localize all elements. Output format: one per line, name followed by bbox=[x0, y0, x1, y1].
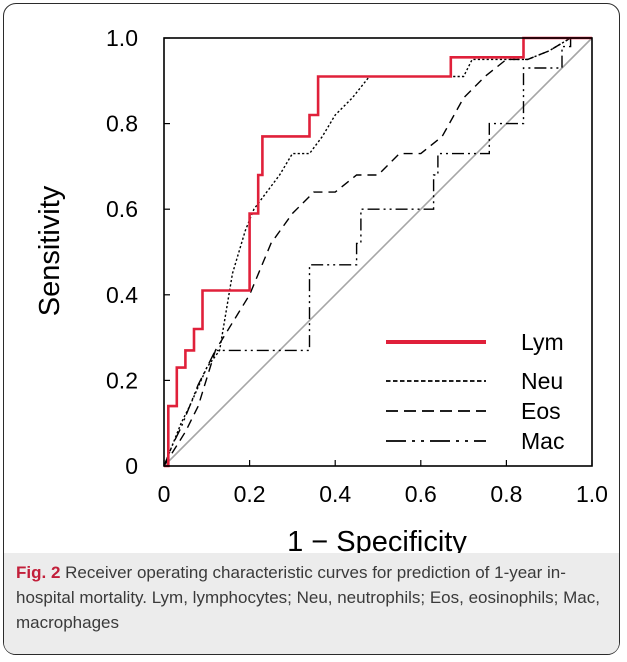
y-tick-label: 0.4 bbox=[106, 282, 138, 308]
roc-chart: 0 0.2 0.4 0.6 0.8 1.0 0 0.2 0.4 0.6 0.8 1.0 1 − Spe… bbox=[34, 25, 608, 553]
legend: Lym Neu Eos Mac bbox=[386, 329, 564, 454]
caption-text: Receiver operating characteristic curves… bbox=[16, 563, 600, 632]
figure-caption: Fig. 2 Receiver operating characteristic… bbox=[16, 560, 612, 635]
legend-label-lym: Lym bbox=[521, 329, 564, 355]
axes-layer bbox=[163, 37, 593, 467]
series-line-lym bbox=[164, 36, 592, 468]
x-tick-label: 0 bbox=[158, 481, 171, 507]
x-tick-label: 0.8 bbox=[490, 481, 522, 507]
legend-label-mac: Mac bbox=[521, 428, 564, 454]
x-tick-label: 0.6 bbox=[405, 481, 437, 507]
reference-diagonal-line bbox=[163, 37, 593, 467]
y-axis-label: Sensitivity bbox=[34, 185, 66, 316]
x-tick-label: 0.2 bbox=[234, 481, 266, 507]
legend-label-eos: Eos bbox=[521, 398, 561, 424]
figure-label: Fig. 2 bbox=[16, 563, 61, 582]
y-tick-label: 1.0 bbox=[106, 25, 138, 51]
x-tick-label: 0.4 bbox=[319, 481, 351, 507]
tick-labels-layer: 0 0.2 0.4 0.6 0.8 1.0 0 0.2 0.4 0.6 0.8 1.0 bbox=[106, 25, 608, 507]
x-tick-label: 1.0 bbox=[576, 481, 608, 507]
figure-frame bbox=[3, 3, 620, 655]
y-tick-label: 0.6 bbox=[106, 196, 138, 222]
series-line-mac bbox=[163, 37, 592, 467]
plot-area-border bbox=[163, 37, 593, 467]
y-tick-label: 0 bbox=[125, 453, 138, 479]
x-axis-label: 1 − Specificity bbox=[287, 526, 467, 553]
reference-line-layer bbox=[163, 37, 593, 467]
series-layer bbox=[163, 36, 592, 468]
y-tick-label: 0.8 bbox=[106, 111, 138, 137]
legend-label-neu: Neu bbox=[521, 368, 563, 394]
series-line-neu bbox=[163, 37, 592, 467]
caption-panel: Fig. 2 Receiver operating characteristic… bbox=[4, 553, 619, 654]
y-tick-label: 0.2 bbox=[106, 367, 138, 393]
